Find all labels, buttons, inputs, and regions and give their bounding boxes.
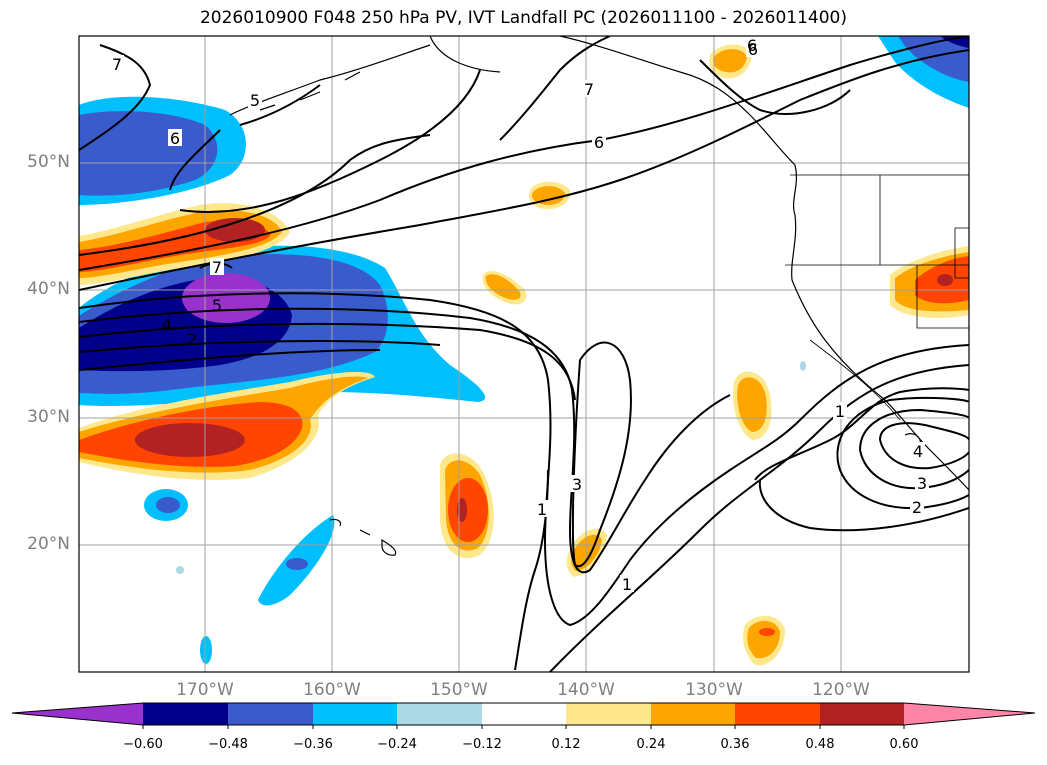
lon-label-170w: 170°W [176, 680, 234, 700]
map-area [79, 36, 969, 672]
contour-label: 2 [187, 330, 197, 349]
pv-anomaly-negative-northwest [79, 96, 246, 205]
contour-label: 7 [584, 80, 594, 99]
contour-label: 6 [170, 129, 180, 148]
contour-labels: 7 5 6 7 6 6 7 5 4 2 1 3 1 1 4 3 2 [110, 40, 929, 594]
contour-label: 5 [250, 91, 260, 110]
pv-anomaly-negative-small [144, 361, 806, 664]
ivt-contours [79, 36, 969, 672]
lat-label-20n: 20°N [27, 534, 70, 554]
graticule [79, 36, 969, 672]
lat-label-50n: 50°N [27, 152, 70, 172]
lat-label-40n: 40°N [27, 279, 70, 299]
map-frame [78, 35, 970, 673]
colorbar [11, 702, 1036, 729]
contour-label: 6 [747, 36, 757, 55]
colorbar-extend-min [12, 703, 143, 725]
lat-label-30n: 30°N [27, 407, 70, 427]
colorbar-tick: 0.12 [551, 737, 581, 752]
contour-label: 6 [594, 133, 604, 152]
lon-label-150w: 150°W [430, 680, 488, 700]
colorbar-tick: 0.60 [889, 737, 919, 752]
lon-label-140w: 140°W [557, 680, 615, 700]
contour-label: 3 [917, 474, 927, 493]
contour-label: 5 [212, 296, 222, 315]
contour-label-extra: 6 [747, 36, 757, 55]
pv-anomaly-positive-north [79, 203, 290, 285]
colorbar-extend-max [904, 703, 1035, 725]
contour-label: 3 [572, 475, 582, 494]
lon-label-160w: 160°W [303, 680, 361, 700]
contour-label: 6 [748, 40, 758, 59]
contour-label: 7 [112, 55, 122, 74]
contour-label: 1 [622, 575, 632, 594]
map-title: 2026010900 F048 250 hPa PV, IVT Landfall… [199, 8, 847, 28]
colorbar-tick: −0.36 [293, 737, 333, 752]
colorbar-tick: −0.60 [123, 737, 163, 752]
colorbar-tick: 0.24 [636, 737, 666, 752]
lon-label-130w: 130°W [685, 680, 743, 700]
colorbar-tick: −0.24 [377, 737, 417, 752]
contour-label: 4 [162, 315, 172, 334]
colorbar-tick: −0.48 [208, 737, 248, 752]
contour-label: 1 [835, 402, 845, 421]
contour-label: 4 [913, 442, 923, 461]
contour-label: 1 [537, 500, 547, 519]
colorbar-tick: 0.36 [720, 737, 750, 752]
colorbar-tick: −0.12 [462, 737, 502, 752]
contour-label: 7 [212, 258, 222, 277]
lon-label-120w: 120°W [812, 680, 870, 700]
contour-label: 2 [912, 498, 922, 517]
pv-anomaly-positive-small [440, 44, 969, 666]
colorbar-tick: 0.48 [805, 737, 835, 752]
state-borders [785, 174, 969, 421]
